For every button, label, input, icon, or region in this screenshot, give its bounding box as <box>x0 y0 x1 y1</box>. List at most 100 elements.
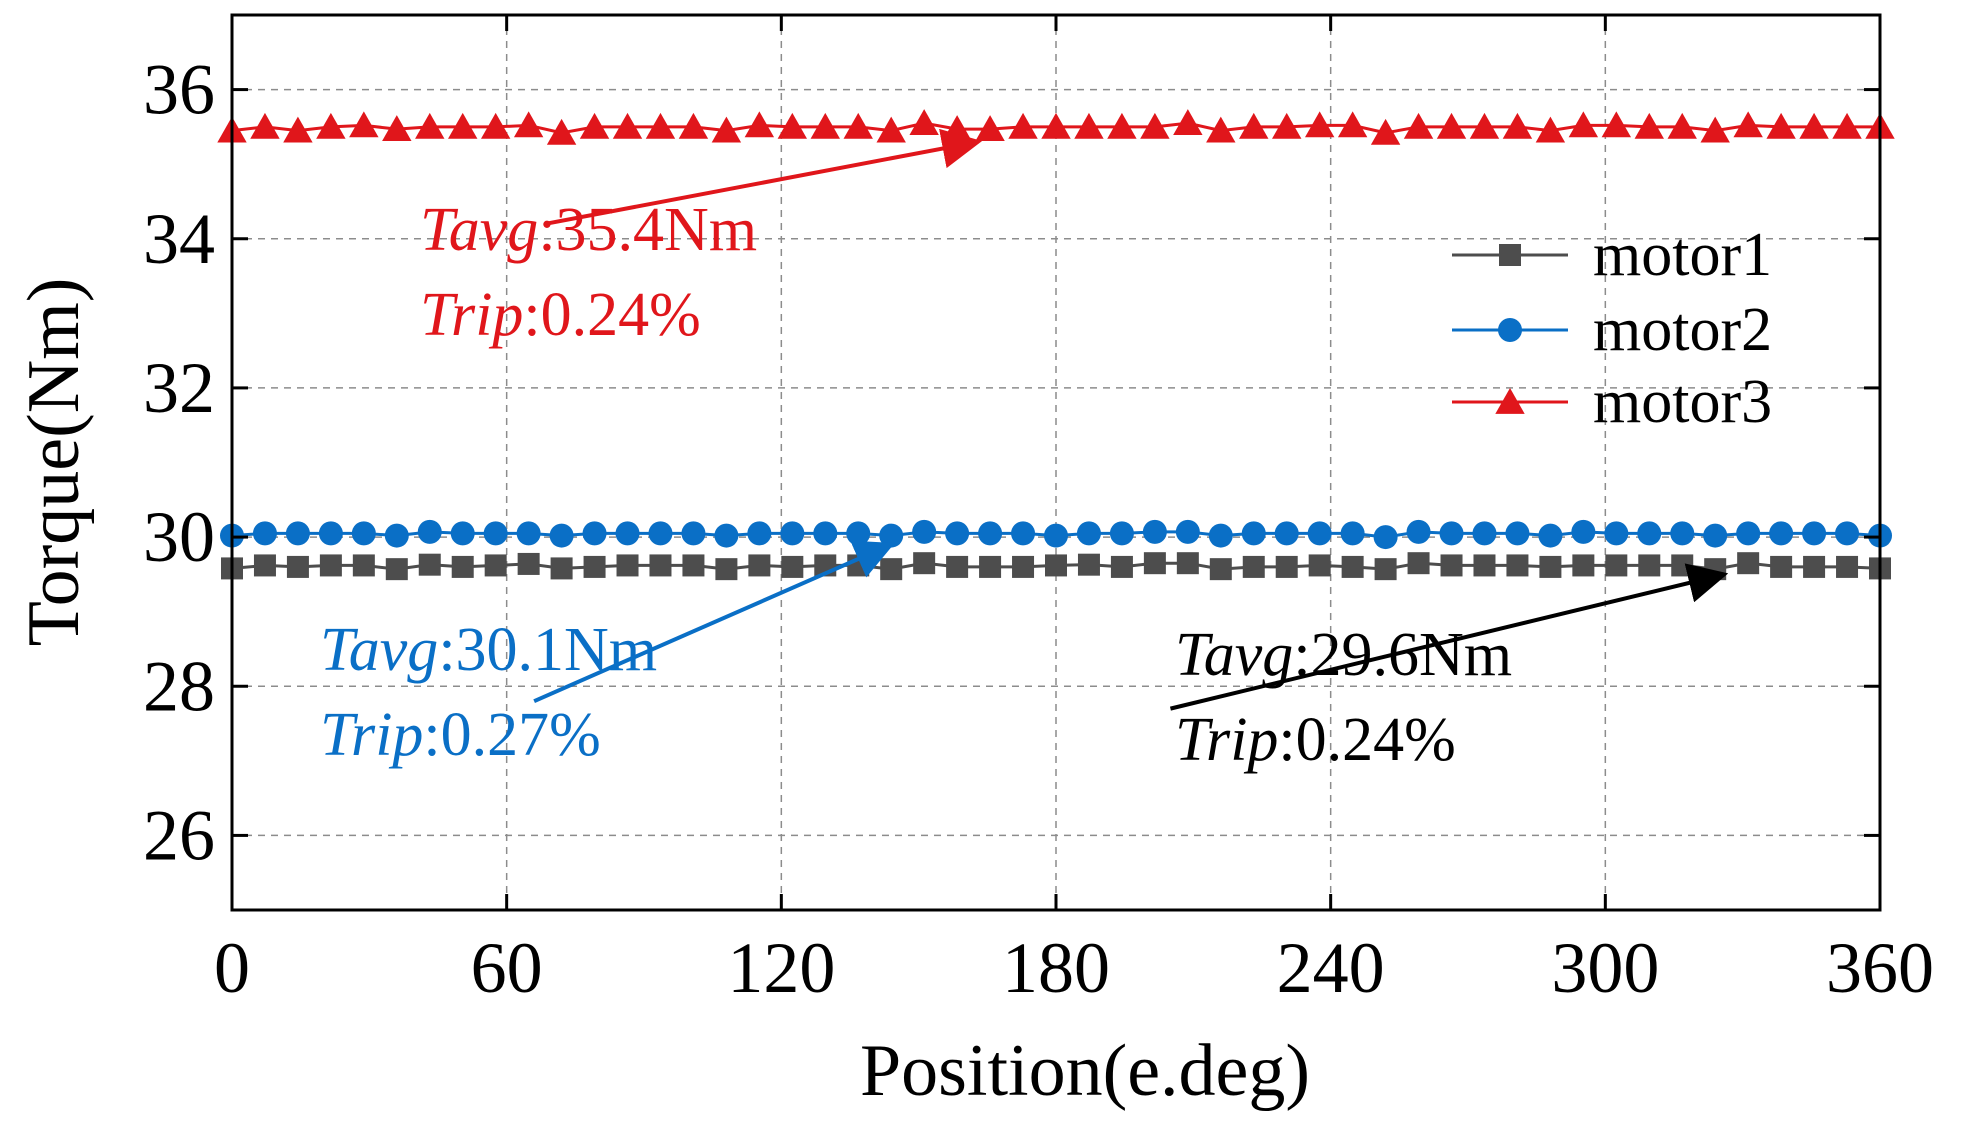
point-motor1 <box>1209 558 1232 581</box>
annotation-tavg-motor2: Tavg:30.1Nm <box>320 616 657 684</box>
point-motor2 <box>714 523 739 548</box>
point-motor2 <box>1505 521 1530 546</box>
legend-marker-motor1 <box>1499 244 1521 266</box>
point-motor2 <box>1736 521 1761 546</box>
point-motor1 <box>1671 554 1694 577</box>
point-motor1 <box>1407 552 1430 575</box>
point-motor2 <box>648 521 673 546</box>
legend-item-motor1: motor1 <box>1452 221 1772 289</box>
annotation-trip-motor1: Trip:0.24% <box>1175 706 1456 774</box>
point-motor2 <box>318 521 343 546</box>
annotation-trip-value: :0.27% <box>423 701 600 769</box>
annotation-trip-motor2: Trip:0.27% <box>320 701 601 769</box>
point-motor3 <box>250 112 280 139</box>
point-motor1 <box>1176 552 1199 575</box>
point-motor2 <box>1241 521 1266 546</box>
point-motor1 <box>517 552 540 575</box>
point-motor1 <box>880 558 903 581</box>
series-motor2 <box>220 519 1892 550</box>
point-motor1 <box>1605 554 1628 577</box>
point-motor2 <box>516 521 541 546</box>
annotation-trip-motor3: Trip:0.24% <box>420 281 701 349</box>
point-motor3 <box>1107 112 1137 139</box>
point-motor2 <box>450 521 475 546</box>
point-motor1 <box>715 558 738 581</box>
point-motor3 <box>612 112 643 139</box>
annotation-trip-label: Trip <box>1175 706 1278 774</box>
ticks <box>230 15 1882 910</box>
point-motor1 <box>1045 554 1067 577</box>
point-motor1 <box>1308 554 1331 577</box>
point-motor1 <box>748 554 771 577</box>
point-motor1 <box>286 555 309 578</box>
tick-labels: 0 60 120 180 240 300 360 26 28 30 32 34 36 <box>143 50 1934 1008</box>
annotation-trip-value: :0.24% <box>523 281 700 349</box>
series-motor1 <box>221 552 1891 581</box>
point-motor2 <box>351 521 376 546</box>
point-motor2 <box>1802 521 1827 546</box>
point-motor1 <box>319 554 342 577</box>
point-motor3 <box>579 112 610 139</box>
point-motor1 <box>1638 554 1661 577</box>
point-motor3 <box>1832 112 1862 139</box>
point-motor1 <box>616 554 639 577</box>
annotation-tavg-value: :30.1Nm <box>438 616 657 684</box>
point-motor3 <box>349 111 379 138</box>
y-tick-label: 32 <box>143 348 215 428</box>
point-motor3 <box>975 115 1005 142</box>
point-motor3 <box>810 112 840 139</box>
point-motor3 <box>777 112 808 139</box>
annotation-trip-label: Trip <box>420 281 523 349</box>
point-motor2 <box>1175 519 1200 544</box>
point-motor1 <box>1770 555 1793 578</box>
annotation-trip-label: Trip <box>320 701 423 769</box>
annotation-tavg-motor1: Tavg:29.6Nm <box>1175 621 1512 689</box>
legend-label-motor1: motor1 <box>1593 221 1772 289</box>
y-tick-label: 28 <box>143 646 215 726</box>
series-motor3 <box>217 109 1895 145</box>
legend-marker-motor2 <box>1498 318 1522 342</box>
point-motor3 <box>1535 116 1566 143</box>
point-motor3 <box>1634 112 1664 139</box>
point-motor1 <box>1737 552 1760 575</box>
point-motor2 <box>780 521 805 546</box>
point-motor2 <box>1439 521 1464 546</box>
annotation-tavg-motor3: Tavg:35.4Nm <box>420 196 757 264</box>
point-motor2 <box>813 521 838 546</box>
point-motor2 <box>285 521 310 546</box>
point-motor1 <box>583 555 606 578</box>
annotation-motor2: Tavg:30.1Nm Trip:0.27% <box>320 540 895 769</box>
x-tick-label: 360 <box>1826 928 1934 1008</box>
annotation-arrow-motor1 <box>1169 563 1729 711</box>
point-motor1 <box>1572 554 1595 577</box>
point-motor1 <box>253 554 276 577</box>
point-motor3 <box>1403 112 1434 139</box>
point-motor1 <box>682 554 705 577</box>
point-motor2 <box>417 519 442 544</box>
point-motor2 <box>1670 521 1695 546</box>
point-motor2 <box>1274 521 1299 546</box>
point-motor2 <box>1406 519 1431 544</box>
point-motor3 <box>448 112 478 139</box>
point-motor1 <box>385 558 408 581</box>
point-motor3 <box>1502 112 1533 139</box>
point-motor3 <box>1173 109 1203 136</box>
point-motor2 <box>978 521 1003 546</box>
point-motor1 <box>1143 552 1166 575</box>
point-motor3 <box>513 111 544 138</box>
point-motor2 <box>1604 521 1629 546</box>
annotation-motor1: Tavg:29.6Nm Trip:0.24% <box>1169 563 1729 774</box>
legend-item-motor3: motor3 <box>1452 368 1772 436</box>
legend-item-motor2: motor2 <box>1452 296 1772 364</box>
point-motor3 <box>678 112 709 139</box>
point-motor2 <box>483 521 508 546</box>
point-motor3 <box>909 109 939 136</box>
point-motor1 <box>550 557 573 580</box>
point-motor1 <box>1539 555 1562 578</box>
point-motor3 <box>1766 112 1796 139</box>
legend-marker-motor3 <box>1495 388 1525 414</box>
point-motor2 <box>945 521 970 546</box>
point-motor2 <box>1109 521 1134 546</box>
x-tick-label: 120 <box>727 928 835 1008</box>
point-motor2 <box>549 523 574 548</box>
